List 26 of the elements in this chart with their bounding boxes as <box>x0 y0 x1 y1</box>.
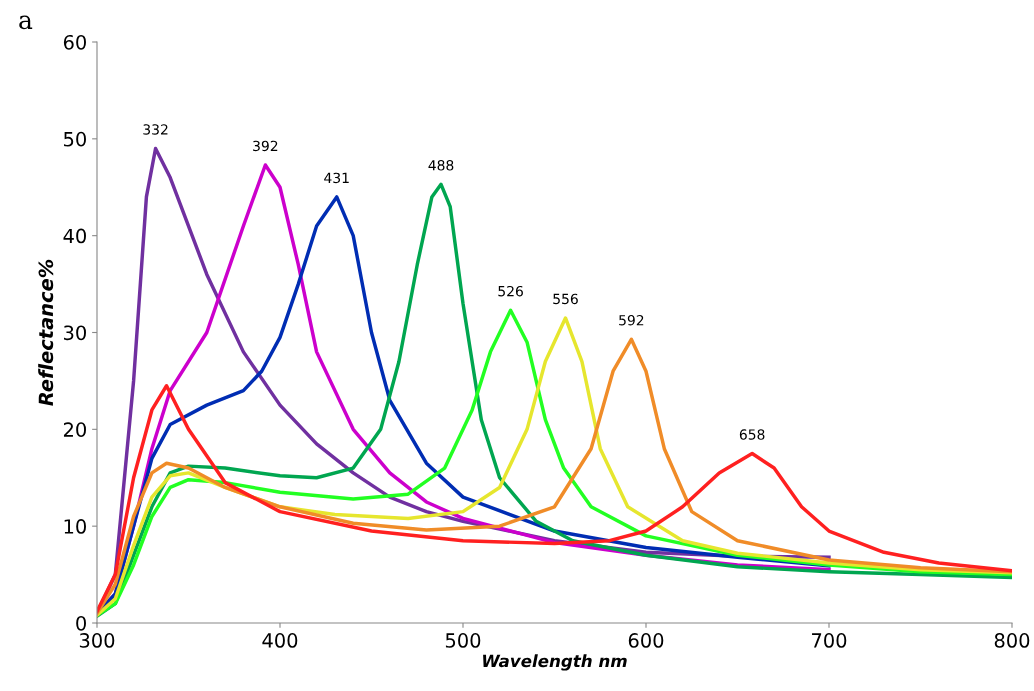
y-tick-label: 30 <box>64 325 86 341</box>
text: a <box>19 15 33 30</box>
line-series <box>97 384 1012 614</box>
x-tick-label: 800 <box>994 633 1030 648</box>
y-tick-label: 10 <box>64 519 86 534</box>
x-tick-label: 600 <box>628 633 664 648</box>
annotation: 332 <box>143 124 168 135</box>
annotation: 526 <box>498 285 523 297</box>
x-tick-label: 500 <box>445 633 481 648</box>
x-tick-label: 400 <box>262 633 298 648</box>
y-tick-label: 20 <box>63 422 86 437</box>
x-tick-label: 700 <box>812 633 847 648</box>
annotation: 658 <box>739 429 765 440</box>
y-tick-label: 40 <box>63 228 86 244</box>
y-axis-title: Reflectance% <box>38 259 54 406</box>
y-tick-label: 60 <box>63 34 86 50</box>
line-series <box>97 182 1012 618</box>
annotation: 431 <box>324 172 349 184</box>
annotation: 392 <box>253 140 278 152</box>
y-tick-label: 50 <box>64 131 86 147</box>
annotation: 488 <box>428 160 454 171</box>
x-tick-label: 300 <box>79 633 115 648</box>
annotation: 592 <box>619 314 644 326</box>
y-tick-label: 0 <box>76 615 86 631</box>
x-axis-title: Wavelength nm <box>483 654 627 671</box>
annotation: 556 <box>553 293 578 305</box>
